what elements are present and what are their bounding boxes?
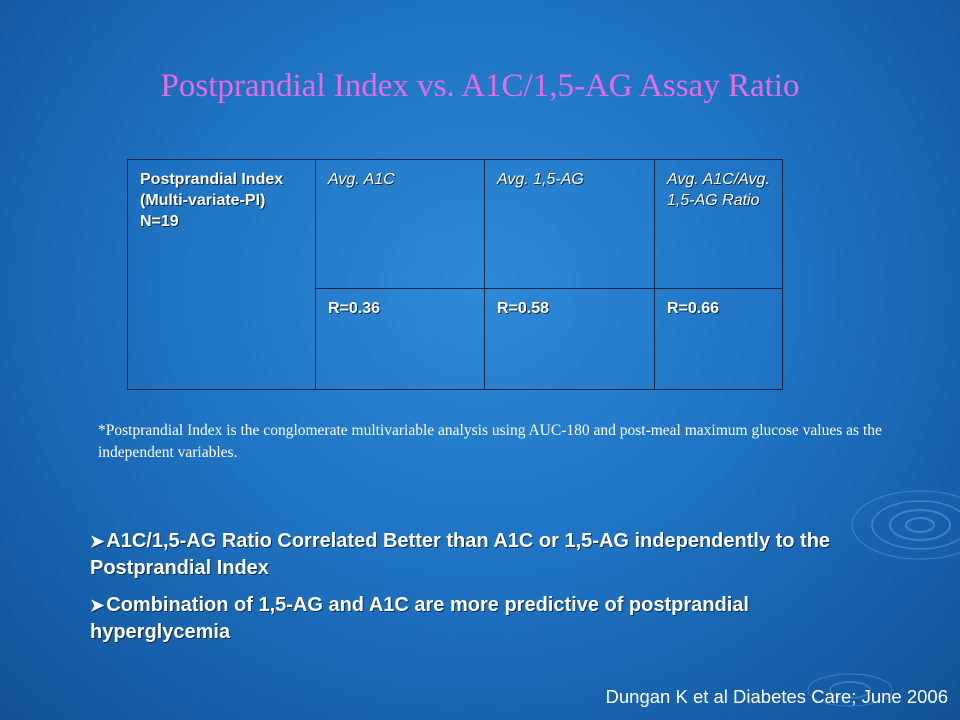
row-header-cell: Postprandial Index (Multi-variate-PI) N=… [127, 159, 316, 390]
value-ratio: R=0.66 [654, 288, 783, 390]
bullet-item: ➤ Combination of 1,5-AG and A1C are more … [90, 592, 850, 646]
table-values-row: R=0.36 R=0.58 R=0.66 [128, 288, 783, 390]
arrow-bullet-icon: ➤ [90, 532, 105, 551]
column-header-ratio: Avg. A1C/Avg. 1,5-AG Ratio [654, 159, 783, 289]
column-header-a1c: Avg. A1C [315, 159, 485, 289]
arrow-bullet-icon: ➤ [90, 596, 105, 615]
citation: Dungan K et al Diabetes Care; June 2006 [605, 686, 948, 707]
bullet-text: Combination of 1,5-AG and A1C are more p… [90, 594, 749, 643]
bullet-item: ➤ A1C/1,5-AG Ratio Correlated Better than… [90, 528, 850, 582]
value-15ag: R=0.58 [484, 288, 655, 390]
table-header-row: Postprandial Index (Multi-variate-PI) N=… [127, 159, 783, 390]
bullet-text: A1C/1,5-AG Ratio Correlated Better than … [90, 530, 831, 579]
column-header-15ag: Avg. 1,5-AG [484, 159, 655, 289]
slide-title: Postprandial Index vs. A1C/1,5-AG Assay … [160, 68, 800, 104]
bullet-list: ➤ A1C/1,5-AG Ratio Correlated Better than… [90, 528, 850, 656]
value-a1c: R=0.36 [315, 288, 485, 390]
footnote: *Postprandial Index is the conglomerate … [98, 422, 882, 462]
results-table: Postprandial Index (Multi-variate-PI) N=… [127, 159, 783, 390]
